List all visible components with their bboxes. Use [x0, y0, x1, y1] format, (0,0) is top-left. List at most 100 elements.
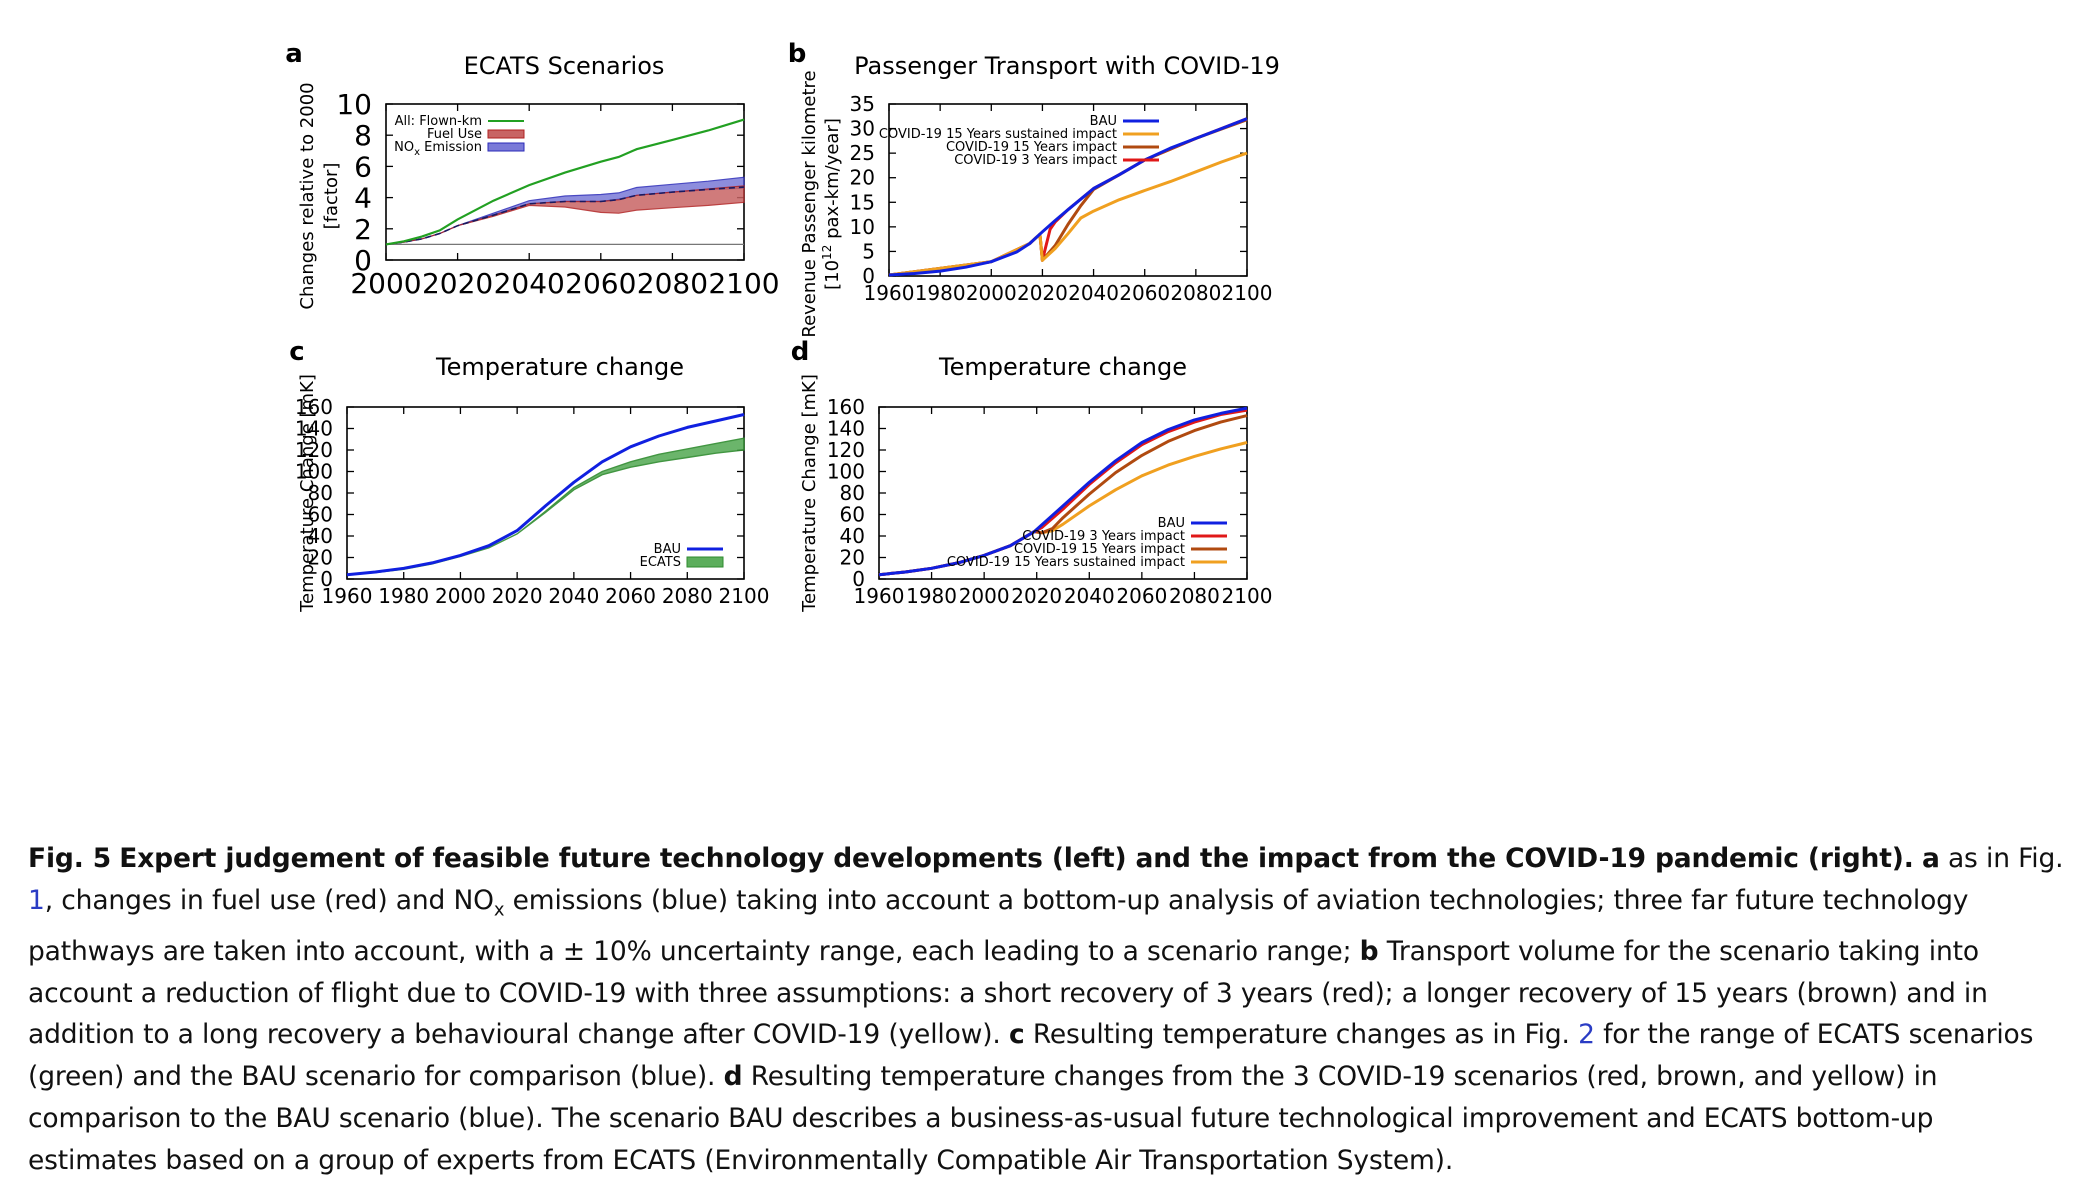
y-tick-label: 160 — [827, 395, 865, 419]
y-tick-label: 120 — [827, 438, 865, 462]
y-tick-label: 4 — [354, 182, 372, 215]
y-axis-label: Temperature Change [mK] — [799, 374, 820, 613]
figure-5: a ECATS Scenarios Changes relative to 2000… — [285, 39, 1280, 613]
fuel-use-band — [385, 185, 745, 245]
y-tick-label: 35 — [850, 92, 875, 116]
y-tick-label: 80 — [840, 481, 865, 505]
legend-label: Fuel Use — [427, 127, 482, 142]
x-tick-label: 2080 — [1169, 584, 1220, 608]
legend-label: BAU — [654, 542, 681, 557]
y-tick-label: 10 — [850, 215, 875, 239]
legend-swatch — [487, 142, 525, 152]
y-tick-label: 160 — [295, 395, 333, 419]
x-tick-label: 2020 — [492, 584, 543, 608]
nox-subscript: x — [493, 899, 505, 921]
caption-title: Expert judgement of feasible future tech… — [119, 843, 1914, 874]
y-tick-label: 30 — [850, 117, 875, 141]
panel-title: Temperature change — [435, 353, 684, 381]
y-tick-label: 100 — [827, 460, 865, 484]
x-tick-label: 1980 — [378, 584, 429, 608]
y-tick-label: 0 — [320, 567, 333, 591]
x-tick-label: 2020 — [1011, 584, 1062, 608]
y-tick-label: 6 — [354, 150, 372, 183]
y-axis-label: [1012 pax-km/year] — [820, 118, 843, 290]
x-tick-label: 2020 — [1017, 281, 1068, 305]
legend-label: COVID-19 3 Years impact — [954, 153, 1117, 168]
legend-label: COVID-19 15 Years impact — [1014, 542, 1185, 557]
plot-frame — [346, 406, 745, 580]
y-tick-label: 0 — [852, 567, 865, 591]
y-tick-label: 20 — [850, 166, 875, 190]
x-tick-label: 2100 — [1222, 281, 1273, 305]
legend-label: NOx Emission — [394, 140, 482, 158]
legend-label: All: Flown-km — [395, 114, 482, 129]
legend-label: ECATS — [640, 555, 681, 570]
legend-label: COVID-19 15 Years impact — [946, 140, 1117, 155]
legend-label: COVID-19 15 Years sustained impact — [879, 127, 1117, 142]
panel-letter: b — [788, 39, 807, 69]
flown-km-line — [385, 118, 745, 246]
x-tick-label: 1960 — [322, 584, 373, 608]
y-tick-label: 120 — [295, 438, 333, 462]
panel-title: Temperature change — [938, 353, 1187, 381]
x-tick-label: 1960 — [854, 584, 905, 608]
x-tick-label: 2080 — [1170, 281, 1221, 305]
y-tick-label: 8 — [354, 119, 372, 152]
caption-letter-c: c — [1008, 1019, 1025, 1051]
caption-c-text-2: for the range of ECATS scenarios (green)… — [28, 1019, 2034, 1093]
x-tick-label: 2000 — [966, 281, 1017, 305]
caption-b-text: Transport volume for the scenario taking… — [28, 935, 1988, 1051]
panel-b: b Passenger Transport with COVID-19 Revenu… — [788, 39, 1280, 338]
legend-label: COVID-19 3 Years impact — [1022, 529, 1185, 544]
y-tick-label: 15 — [850, 190, 875, 214]
figure-caption: Fig. 5 Expert judgement of feasible futu… — [28, 838, 2066, 1182]
caption-a-text: as in Fig. — [1947, 843, 2064, 874]
y-tick-label: 10 — [336, 88, 372, 121]
panel-d: d Temperature change Temperature Change [m… — [791, 337, 1273, 613]
x-tick-label: 1980 — [906, 584, 957, 608]
panel-title: Passenger Transport with COVID-19 — [854, 52, 1280, 80]
y-axis-label: Temperature Change [mK] — [297, 374, 318, 613]
x-tick-label: 2000 — [350, 267, 421, 300]
caption-letter-d: d — [723, 1061, 743, 1093]
caption-a-text-2: , changes in fuel use (red) and NO — [44, 884, 494, 916]
x-tick-label: 2040 — [1064, 584, 1115, 608]
panel-c: c Temperature change Temperature Change [m… — [289, 337, 769, 613]
y-tick-label: 5 — [862, 239, 875, 263]
y-tick-label: 0 — [862, 264, 875, 288]
x-tick-label: 2080 — [637, 267, 708, 300]
y-tick-label: 60 — [840, 503, 865, 527]
panel-letter: c — [289, 337, 304, 367]
legend-swatch — [686, 556, 724, 568]
x-tick-label: 2060 — [565, 267, 636, 300]
x-tick-label: 2060 — [1119, 281, 1170, 305]
caption-c-text: Resulting temperature changes as in Fig. — [1032, 1019, 1570, 1051]
x-tick-label: 2040 — [548, 584, 599, 608]
series-line — [878, 406, 1248, 577]
x-tick-label: 2040 — [1068, 281, 1119, 305]
x-tick-label: 2040 — [494, 267, 565, 300]
x-tick-label: 2060 — [605, 584, 656, 608]
legend-label: BAU — [1090, 114, 1117, 129]
y-axis-label: Revenue Passenger kilometre — [799, 70, 820, 337]
y-axis-label: Changes relative to 2000 — [297, 82, 318, 309]
caption-a-text-3: emissions (blue) taking into account a b… — [28, 884, 1969, 967]
caption-letter-b: b — [1359, 935, 1379, 967]
caption-d-text: Resulting temperature changes from the 3… — [28, 1061, 1938, 1176]
fig1-link[interactable]: 1 — [28, 884, 45, 916]
x-tick-label: 2060 — [1116, 584, 1167, 608]
y-tick-label: 25 — [850, 141, 875, 165]
x-tick-label: 2100 — [708, 267, 779, 300]
x-tick-label: 2100 — [719, 584, 770, 608]
fig2-link[interactable]: 2 — [1578, 1019, 1595, 1051]
ecats-band — [346, 437, 745, 576]
x-tick-label: 2020 — [422, 267, 493, 300]
panel-letter: d — [791, 337, 810, 367]
x-tick-label: 2100 — [1222, 584, 1273, 608]
x-tick-label: 2000 — [959, 584, 1010, 608]
y-tick-label: 60 — [308, 503, 333, 527]
y-tick-label: 2 — [354, 213, 372, 246]
x-tick-label: 2000 — [435, 584, 486, 608]
caption-letter-a: a — [1921, 843, 1940, 874]
y-axis-label: [factor] — [321, 163, 342, 230]
